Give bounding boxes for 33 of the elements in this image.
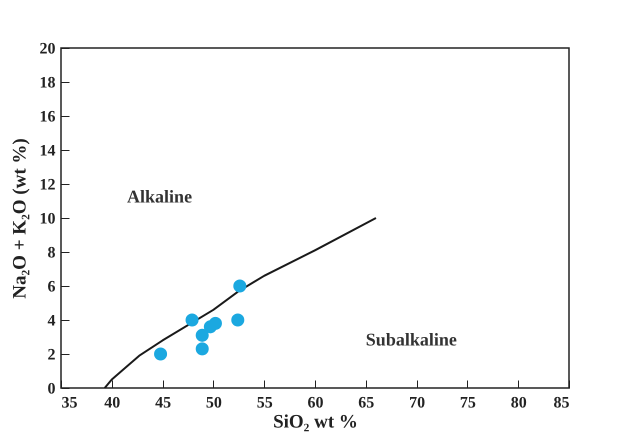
x-tick-label: 85 [554, 394, 570, 412]
y-tick-label: 12 [40, 176, 56, 194]
x-tick-label: 50 [206, 394, 222, 412]
point [231, 313, 244, 327]
y-tick-label: 8 [48, 244, 56, 262]
annotation: Alkaline [127, 186, 192, 207]
y-tick-label: 20 [40, 40, 56, 58]
x-tick-label: 45 [155, 394, 172, 412]
annotation: Subalkaline [366, 329, 457, 350]
y-tick-label: 14 [40, 142, 56, 160]
point [196, 342, 209, 356]
point [196, 328, 209, 342]
y-tick-label: 6 [48, 278, 56, 296]
point [233, 279, 246, 293]
point [154, 347, 168, 361]
y-tick-label: 16 [40, 108, 56, 126]
y-tick-label: 18 [40, 74, 56, 92]
point [208, 316, 222, 330]
x-tick-label: 35 [62, 394, 78, 412]
point [186, 313, 199, 327]
y-tick-label: 0 [48, 380, 56, 398]
x-tick-label: 60 [308, 394, 324, 412]
y-tick-label: 10 [40, 210, 56, 228]
x-tick-label: 70 [409, 394, 426, 412]
x-axis-title: SiO₂ wt % [273, 412, 358, 432]
x-tick-label: 55 [256, 394, 273, 412]
x-tick-label: 80 [510, 394, 527, 412]
x-tick-label: 65 [358, 394, 374, 412]
y-tick-label: 4 [48, 312, 56, 330]
x-tick-label: 75 [460, 394, 476, 412]
y-axis-title: Na₂O + K₂O (wt %) [10, 138, 30, 299]
y-tick-label: 2 [48, 346, 56, 364]
x-tick-label: 40 [104, 394, 120, 412]
